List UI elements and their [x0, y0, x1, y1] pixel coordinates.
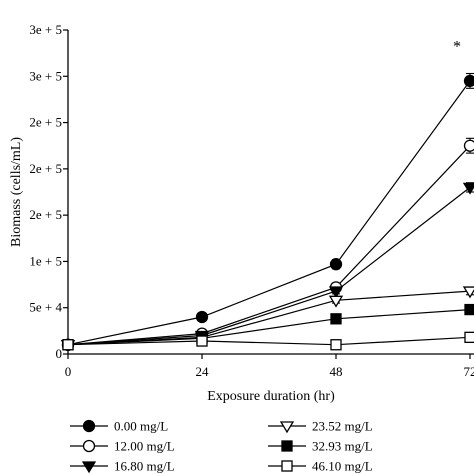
legend-item: 12.00 mg/L	[70, 439, 175, 454]
series-layer	[60, 72, 474, 353]
legend-label: 0.00 mg/L	[114, 419, 168, 434]
series	[61, 72, 474, 351]
legend-item: 46.10 mg/L	[268, 459, 373, 474]
y-ticks: 0 5e + 4 1e + 5 2e + 5 2e + 5 2e + 5 3e + 5 3e …	[29, 22, 68, 361]
data-point	[195, 310, 209, 324]
legend-marker	[82, 439, 96, 453]
x-tick-label: 72	[464, 364, 474, 379]
data-point	[328, 286, 344, 299]
legend-marker	[281, 440, 293, 452]
y-tick-label: 1e + 5	[29, 253, 62, 268]
x-axis-title: Exposure duration (hr)	[207, 389, 335, 404]
data-point	[330, 313, 342, 325]
significance-annotation: *	[453, 39, 461, 56]
data-point	[464, 331, 474, 343]
legend-marker	[81, 461, 97, 474]
series-line	[67, 336, 471, 346]
legend-marker	[279, 421, 295, 434]
data-point	[328, 295, 344, 308]
legend-item: 23.52 mg/L	[268, 419, 373, 434]
x-tick-label: 48	[330, 364, 343, 379]
data-point	[464, 303, 474, 316]
data-point	[196, 335, 208, 347]
legend-label: 32.93 mg/L	[312, 439, 373, 454]
legend-label: 16.80 mg/L	[114, 459, 175, 474]
legend-label: 12.00 mg/L	[114, 439, 175, 454]
legend-label: 46.10 mg/L	[312, 459, 373, 474]
data-point	[463, 139, 474, 152]
series	[62, 331, 474, 351]
series	[60, 286, 474, 353]
legend-item: 0.00 mg/L	[70, 419, 168, 434]
y-tick-label: 3e + 5	[29, 22, 62, 37]
y-tick-label: 2e + 5	[29, 161, 62, 176]
legend-label: 23.52 mg/L	[312, 419, 373, 434]
x-tick-label: 0	[65, 364, 72, 379]
legend-marker	[82, 419, 96, 433]
y-tick-label: 0	[56, 346, 63, 361]
y-tick-label: 2e + 5	[29, 207, 62, 222]
x-ticks: 0 24 48 72	[65, 354, 474, 379]
data-point	[62, 339, 74, 351]
legend-item: 16.80 mg/L	[70, 459, 175, 474]
legend-item: 32.93 mg/L	[268, 439, 373, 454]
data-point	[329, 258, 343, 271]
series	[60, 182, 474, 353]
y-tick-label: 3e + 5	[29, 68, 62, 83]
data-point	[462, 286, 474, 299]
legend: 0.00 mg/L 12.00 mg/L 16.80 mg/L 23.52 mg/L 3…	[70, 419, 373, 474]
y-tick-label: 5e + 4	[29, 300, 62, 315]
series-line	[67, 186, 471, 346]
series-line	[67, 309, 471, 346]
legend-marker	[281, 460, 293, 472]
data-point	[462, 182, 474, 195]
series-line	[67, 145, 471, 346]
series-line	[67, 290, 471, 346]
series-line	[67, 80, 471, 346]
y-axis-title: Biomass (cells/mL)	[9, 137, 24, 247]
x-tick-label: 24	[196, 364, 210, 379]
plot-area: 0 5e + 4 1e + 5 2e + 5 2e + 5 2e + 5 3e + 5 3e …	[29, 22, 474, 379]
data-point	[330, 339, 342, 351]
y-tick-label: 2e + 5	[29, 115, 62, 130]
data-point	[463, 74, 474, 88]
